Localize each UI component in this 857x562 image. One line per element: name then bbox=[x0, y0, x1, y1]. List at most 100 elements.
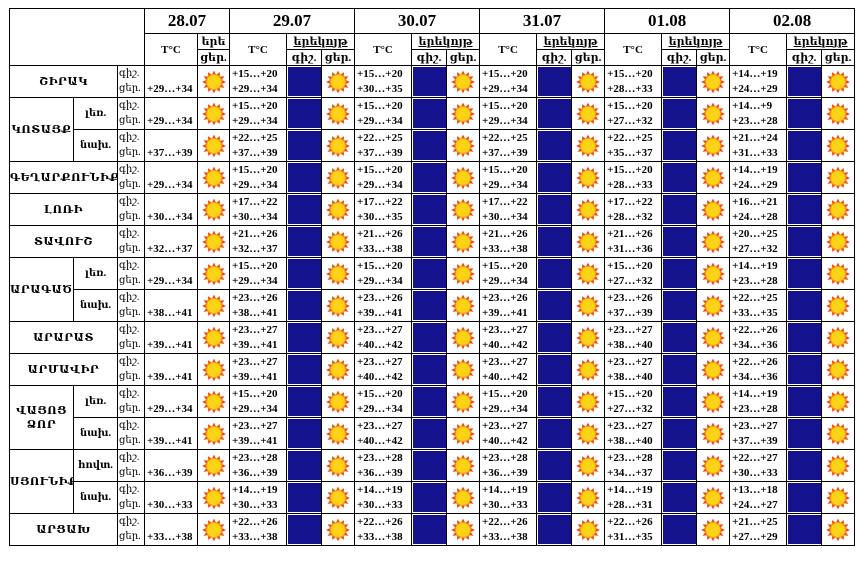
night-temp: +22…+26 bbox=[482, 515, 528, 528]
sun-icon bbox=[451, 166, 476, 189]
moon-icon bbox=[787, 131, 821, 160]
night-icon-cell bbox=[786, 97, 823, 130]
sun-icon bbox=[826, 486, 851, 509]
night-icon-cell bbox=[661, 257, 698, 290]
moon-icon bbox=[537, 291, 571, 320]
day-icon-cell bbox=[696, 513, 731, 546]
temperature-cell: +15…+20 +29…+34 bbox=[354, 161, 413, 194]
sun-icon bbox=[576, 262, 601, 285]
day-icon-cell bbox=[571, 289, 606, 322]
moon-icon bbox=[537, 195, 571, 224]
sun-icon bbox=[576, 134, 601, 157]
night-label: գիշ. bbox=[119, 387, 140, 399]
region-name: ԱՐԱՐԱՏ bbox=[9, 321, 118, 354]
temperature-cell: +23…+26 +39…+41 bbox=[354, 289, 413, 322]
sun-icon bbox=[826, 518, 851, 541]
sun-icon bbox=[201, 102, 226, 125]
night-icon-cell bbox=[661, 225, 698, 258]
zone-name: նախ. bbox=[73, 289, 118, 322]
night-temp: +22…+25 bbox=[232, 131, 278, 144]
sun-icon bbox=[701, 518, 726, 541]
day-label: ցեր. bbox=[119, 402, 141, 414]
temperature-cell: +15…+20 +30…+35 bbox=[354, 65, 413, 98]
time-labels: գիշ. ցեր. bbox=[116, 513, 146, 546]
date-header: 28.07 bbox=[144, 8, 231, 34]
day-temp: +39…+41 bbox=[232, 338, 278, 351]
night-icon-cell bbox=[286, 449, 323, 482]
day-icon-cell bbox=[821, 225, 856, 258]
sun-icon bbox=[701, 454, 726, 477]
temperature-cell: +22…+25 +37…+39 bbox=[479, 129, 538, 162]
night-icon-cell bbox=[786, 257, 823, 290]
night-icon-cell bbox=[286, 257, 323, 290]
night-temp: +22…+27 bbox=[732, 451, 778, 464]
night-temp: +15…+20 bbox=[607, 387, 653, 400]
day-temp: +36…+39 bbox=[482, 466, 528, 479]
time-labels: գիշ. ցեր. bbox=[116, 481, 146, 514]
day-icon-cell bbox=[571, 65, 606, 98]
night-icon-cell bbox=[786, 289, 823, 322]
night-temp: +15…+20 bbox=[357, 387, 403, 400]
temperature-cell: +15…+20 +29…+34 bbox=[479, 65, 538, 98]
sun-icon bbox=[451, 70, 476, 93]
moon-icon bbox=[537, 163, 571, 192]
temperature-cell: +23…+27 +40…+42 bbox=[354, 353, 413, 386]
moon-icon bbox=[537, 227, 571, 256]
sun-icon bbox=[826, 358, 851, 381]
moon-icon bbox=[537, 67, 571, 96]
night-icon-cell bbox=[536, 417, 573, 450]
day-header: ցեր. bbox=[197, 49, 231, 66]
day-label: ցեր. bbox=[119, 114, 141, 126]
sun-icon bbox=[326, 422, 351, 445]
night-temp: +22…+26 bbox=[607, 515, 653, 528]
day-temp: +24…+29 bbox=[732, 82, 778, 95]
spacer bbox=[147, 387, 197, 402]
night-temp: +17…+22 bbox=[357, 195, 403, 208]
night-icon-cell bbox=[286, 481, 323, 514]
date-header: 30.07 bbox=[354, 8, 481, 34]
night-temp: +23…+28 bbox=[607, 451, 653, 464]
sun-icon bbox=[451, 294, 476, 317]
night-temp: +23…+27 bbox=[607, 355, 653, 368]
night-temp: +23…+27 bbox=[482, 355, 528, 368]
day-icon-cell bbox=[197, 97, 231, 130]
day-temp: +27…+32 bbox=[607, 114, 653, 127]
moon-icon bbox=[787, 387, 821, 416]
temperature-cell: +21…+26 +32…+37 bbox=[229, 225, 288, 258]
night-icon-cell bbox=[661, 449, 698, 482]
day-temp: +29…+34 bbox=[482, 114, 528, 127]
day-icon-cell bbox=[696, 257, 731, 290]
moon-icon bbox=[287, 387, 321, 416]
night-icon-cell bbox=[661, 161, 698, 194]
zone-name: լեռ. bbox=[73, 257, 118, 290]
day-header: ցեր. bbox=[321, 49, 356, 66]
temperature-cell: +23…+26 +37…+39 bbox=[604, 289, 663, 322]
moon-icon bbox=[662, 163, 696, 192]
time-labels: գիշ. ցեր. bbox=[116, 321, 146, 354]
time-labels: գիշ. ցեր. bbox=[116, 385, 146, 418]
evening-header: երեկոյթ bbox=[536, 33, 606, 50]
temperature-cell: +22…+26 +34…+36 bbox=[729, 321, 788, 354]
time-labels: գիշ. ցեր. bbox=[116, 129, 146, 162]
night-label: գիշ. bbox=[119, 291, 140, 303]
temperature-cell: +37…+39 bbox=[144, 129, 199, 162]
temperature-cell: +15…+20 +29…+34 bbox=[479, 385, 538, 418]
zone-name: նախ. bbox=[73, 481, 118, 514]
night-icon-cell bbox=[411, 161, 448, 194]
day-temp: +40…+42 bbox=[357, 370, 403, 383]
spacer bbox=[147, 419, 197, 434]
sun-icon bbox=[576, 166, 601, 189]
temperature-cell: +15…+20 +29…+34 bbox=[479, 257, 538, 290]
moon-icon bbox=[287, 99, 321, 128]
night-temp: +15…+20 bbox=[607, 67, 653, 80]
night-temp: +21…+24 bbox=[732, 131, 778, 144]
sun-icon bbox=[576, 518, 601, 541]
temperature-cell: +21…+24 +31…+33 bbox=[729, 129, 788, 162]
day-icon-cell bbox=[321, 257, 356, 290]
moon-icon bbox=[662, 291, 696, 320]
temperature-cell: +23…+28 +34…+37 bbox=[604, 449, 663, 482]
day-temp: +33…+35 bbox=[732, 306, 778, 319]
day-icon-cell bbox=[321, 161, 356, 194]
day-temp: +29…+34 bbox=[232, 402, 278, 415]
night-icon-cell bbox=[661, 65, 698, 98]
